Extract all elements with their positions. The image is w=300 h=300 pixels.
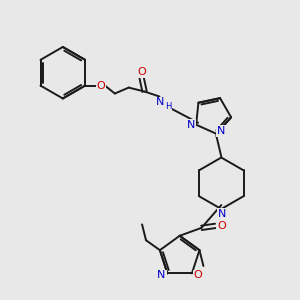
Text: O: O <box>137 67 146 77</box>
Text: N: N <box>217 126 226 136</box>
Text: O: O <box>194 270 202 280</box>
Text: N: N <box>218 209 226 219</box>
Text: N: N <box>157 270 166 280</box>
Text: H: H <box>165 102 172 111</box>
Text: N: N <box>187 120 195 130</box>
Text: O: O <box>97 81 105 91</box>
Text: O: O <box>217 221 226 231</box>
Text: N: N <box>156 98 165 107</box>
